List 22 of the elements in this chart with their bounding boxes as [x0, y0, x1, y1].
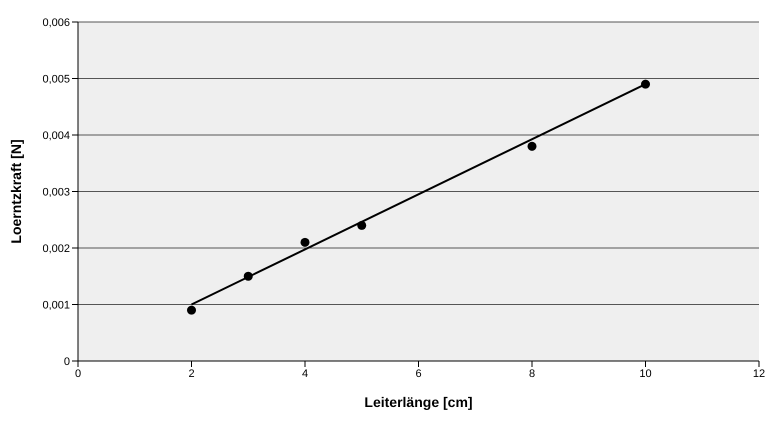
x-tick-label: 2: [188, 368, 195, 380]
y-axis-title: Loerntzkraft [N]: [8, 139, 24, 244]
y-tick-label: 0,006: [42, 16, 70, 29]
point: [186, 306, 196, 315]
point: [640, 80, 650, 89]
x-tick-label: 12: [752, 368, 766, 380]
x-tick-label: 4: [302, 368, 308, 380]
y-tick-label: 0: [64, 356, 70, 368]
x-tick-label: 6: [415, 368, 422, 380]
point: [357, 220, 366, 230]
y-tick-label: 0,001: [42, 299, 70, 312]
x-tick-label: 8: [528, 368, 536, 380]
x-tick-label: 10: [639, 368, 652, 380]
y-tick-label: 0,004: [42, 130, 70, 142]
x-axis-title: Leiterlänge [cm]: [364, 394, 473, 410]
y-tick-label: 0,005: [42, 73, 70, 86]
y-tick-label: 0,003: [42, 186, 70, 198]
point: [300, 238, 310, 247]
x-tick-label: 0: [74, 368, 82, 380]
point: [527, 142, 537, 151]
y-tick-label: 0,002: [42, 242, 70, 255]
point: [244, 272, 253, 281]
